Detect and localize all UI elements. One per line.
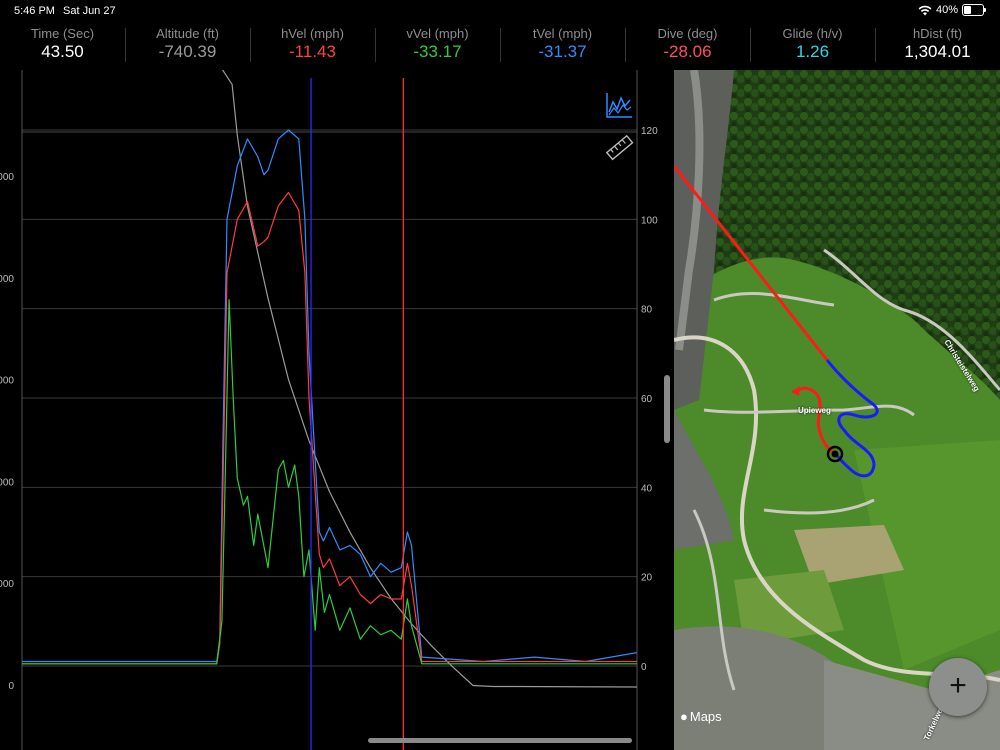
metric-label: Dive (deg) — [657, 26, 718, 41]
metric-label: Time (Sec) — [30, 26, 95, 41]
horizontal-scrollbar[interactable] — [368, 738, 632, 743]
metric-5: Dive (deg) -28.06 — [625, 22, 750, 70]
map-view[interactable]: Upieweg Christeistelweg Torkelweg ● Maps… — [674, 70, 1000, 750]
status-date: Sat Jun 27 — [63, 5, 116, 17]
status-bar: 5:46 PM Sat Jun 27 40% — [0, 0, 1000, 22]
wifi-icon — [918, 5, 932, 15]
metrics-bar: Time (Sec) 43.50 Altitude (ft) -740.39 hVel … — [0, 22, 1000, 70]
battery-percent: 40% — [935, 4, 958, 16]
line-chart-icon[interactable] — [604, 90, 634, 120]
right-tick-label: 80 — [641, 305, 653, 316]
metric-4: tVel (mph) -31.37 — [500, 22, 625, 70]
metric-6: Glide (h/v) 1.26 — [750, 22, 875, 70]
metric-label: Altitude (ft) — [156, 26, 219, 41]
apple-logo-icon: ● — [680, 709, 688, 724]
metric-label: hDist (ft) — [912, 26, 963, 41]
metric-value: 1.26 — [795, 42, 830, 61]
metric-0: Time (Sec) 43.50 — [0, 22, 125, 70]
right-tick-label: 120 — [641, 126, 658, 137]
left-tick-label: 0 — [8, 681, 14, 692]
metric-label: vVel (mph) — [406, 26, 469, 41]
metric-label: Glide (h/v) — [782, 26, 843, 41]
series-line-2 — [22, 191, 637, 665]
vertical-scrollbar[interactable] — [664, 375, 670, 443]
maps-credit-label: Maps — [689, 709, 722, 724]
metric-label: hVel (mph) — [281, 26, 344, 41]
metric-2: hVel (mph) -11.43 — [250, 22, 375, 70]
metric-value: 43.50 — [41, 42, 84, 61]
right-tick-label: 40 — [641, 483, 653, 494]
satellite-map[interactable] — [674, 70, 1000, 750]
battery-icon — [962, 4, 986, 16]
metric-value: -31.37 — [538, 42, 587, 61]
left-tick-label: 1000 — [0, 579, 14, 590]
add-button[interactable]: + — [929, 658, 987, 716]
right-tick-label: 20 — [641, 573, 653, 584]
metric-1: Altitude (ft) -740.39 — [125, 22, 250, 70]
right-tick-label: 100 — [641, 215, 658, 226]
left-tick-label: 4000 — [0, 274, 14, 285]
maps-credit: ● Maps — [680, 709, 722, 724]
status-right: 40% — [918, 4, 986, 16]
left-tick-label: 5000 — [0, 172, 14, 183]
metric-3: vVel (mph) -33.17 — [375, 22, 500, 70]
metric-7: hDist (ft) 1,304.01 — [875, 22, 1000, 70]
ruler-icon[interactable] — [605, 133, 635, 163]
series-line-1 — [22, 129, 638, 663]
status-time: 5:46 PM — [14, 5, 55, 17]
series-line-3 — [22, 299, 637, 665]
metric-value: -740.39 — [158, 42, 217, 61]
series-line-0 — [221, 70, 638, 688]
metric-value: -28.06 — [663, 42, 712, 61]
left-tick-label: 3000 — [0, 376, 14, 387]
street-label: Upieweg — [798, 406, 831, 415]
metric-value: -11.43 — [289, 42, 336, 61]
right-tick-label: 0 — [641, 662, 647, 673]
metric-value: -33.17 — [413, 42, 462, 61]
metric-value: 1,304.01 — [904, 42, 971, 61]
right-tick-label: 60 — [641, 394, 653, 405]
metric-label: tVel (mph) — [532, 26, 593, 41]
